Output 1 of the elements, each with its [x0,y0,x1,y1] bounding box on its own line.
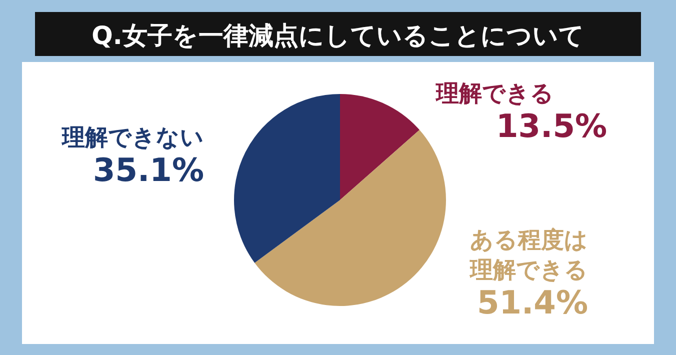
title: Q.女子を一律減点にしていることについて [92,21,584,50]
